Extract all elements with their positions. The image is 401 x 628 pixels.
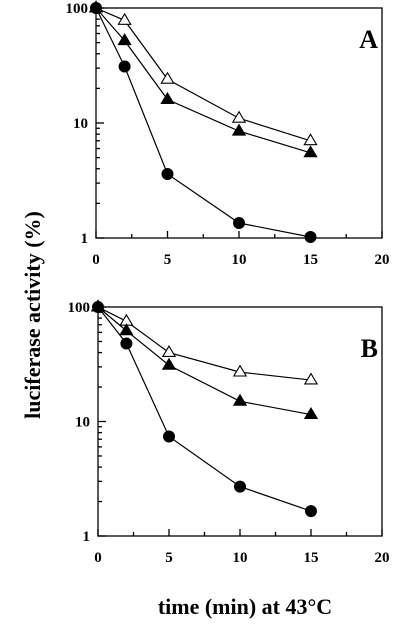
data-point-open-triangle [231,110,247,123]
y-axis-title: luciferase activity (%) [20,211,45,419]
x-tick-label: 0 [92,252,100,268]
data-point-filled-triangle [232,393,248,406]
data-point-circle [161,168,174,181]
plot-frame [97,306,383,537]
x-tick-label: 10 [232,252,247,268]
y-tick-label: 100 [66,1,89,17]
data-point-circle [92,301,104,313]
data-point-circle [120,337,133,350]
data-point-open-triangle [160,71,175,84]
data-point-open-triangle [117,12,132,25]
x-tick-label: 5 [165,550,173,566]
data-point-filled-triangle [117,33,132,46]
x-tick-label: 20 [375,550,390,566]
panel-b: 1 10 100 0 5 10 15 20 B [68,299,390,566]
panel-label: B [361,334,378,363]
x-tick-label: 5 [164,252,172,268]
data-point-circle [90,2,102,14]
data-point-open-triangle [232,364,248,377]
data-point-filled-triangle [161,357,177,370]
data-point-circle [233,217,245,230]
data-point-filled-triangle [160,91,175,104]
data-point-filled-triangle [231,123,247,136]
x-axis-title: time (min) at 43°C [158,594,332,619]
y-tick-label: 1 [83,529,91,545]
y-tick-label: 10 [75,415,90,431]
data-point-circle [304,231,317,244]
data-point-open-triangle [303,372,319,385]
y-tick-label: 100 [68,300,91,316]
plot-frame [95,7,383,239]
data-point-open-triangle [161,344,177,358]
data-point-open-triangle [303,133,318,146]
panel-a: 1 10 100 0 5 10 15 20 A [66,0,390,268]
data-point-filled-triangle [119,323,134,336]
data-point-circle [163,430,175,443]
data-point-filled-triangle [303,406,319,420]
data-point-circle [118,60,131,73]
x-tick-label: 15 [303,252,318,268]
x-tick-label: 15 [304,550,319,566]
data-point-circle [234,480,246,493]
x-tick-label: 10 [233,550,248,566]
panel-label: A [359,25,378,54]
y-tick-label: 1 [81,231,89,247]
y-tick-label: 10 [73,116,88,132]
data-point-filled-triangle [303,145,318,158]
data-point-circle [305,505,317,518]
x-tick-label: 0 [94,550,102,566]
x-tick-label: 20 [375,252,390,268]
